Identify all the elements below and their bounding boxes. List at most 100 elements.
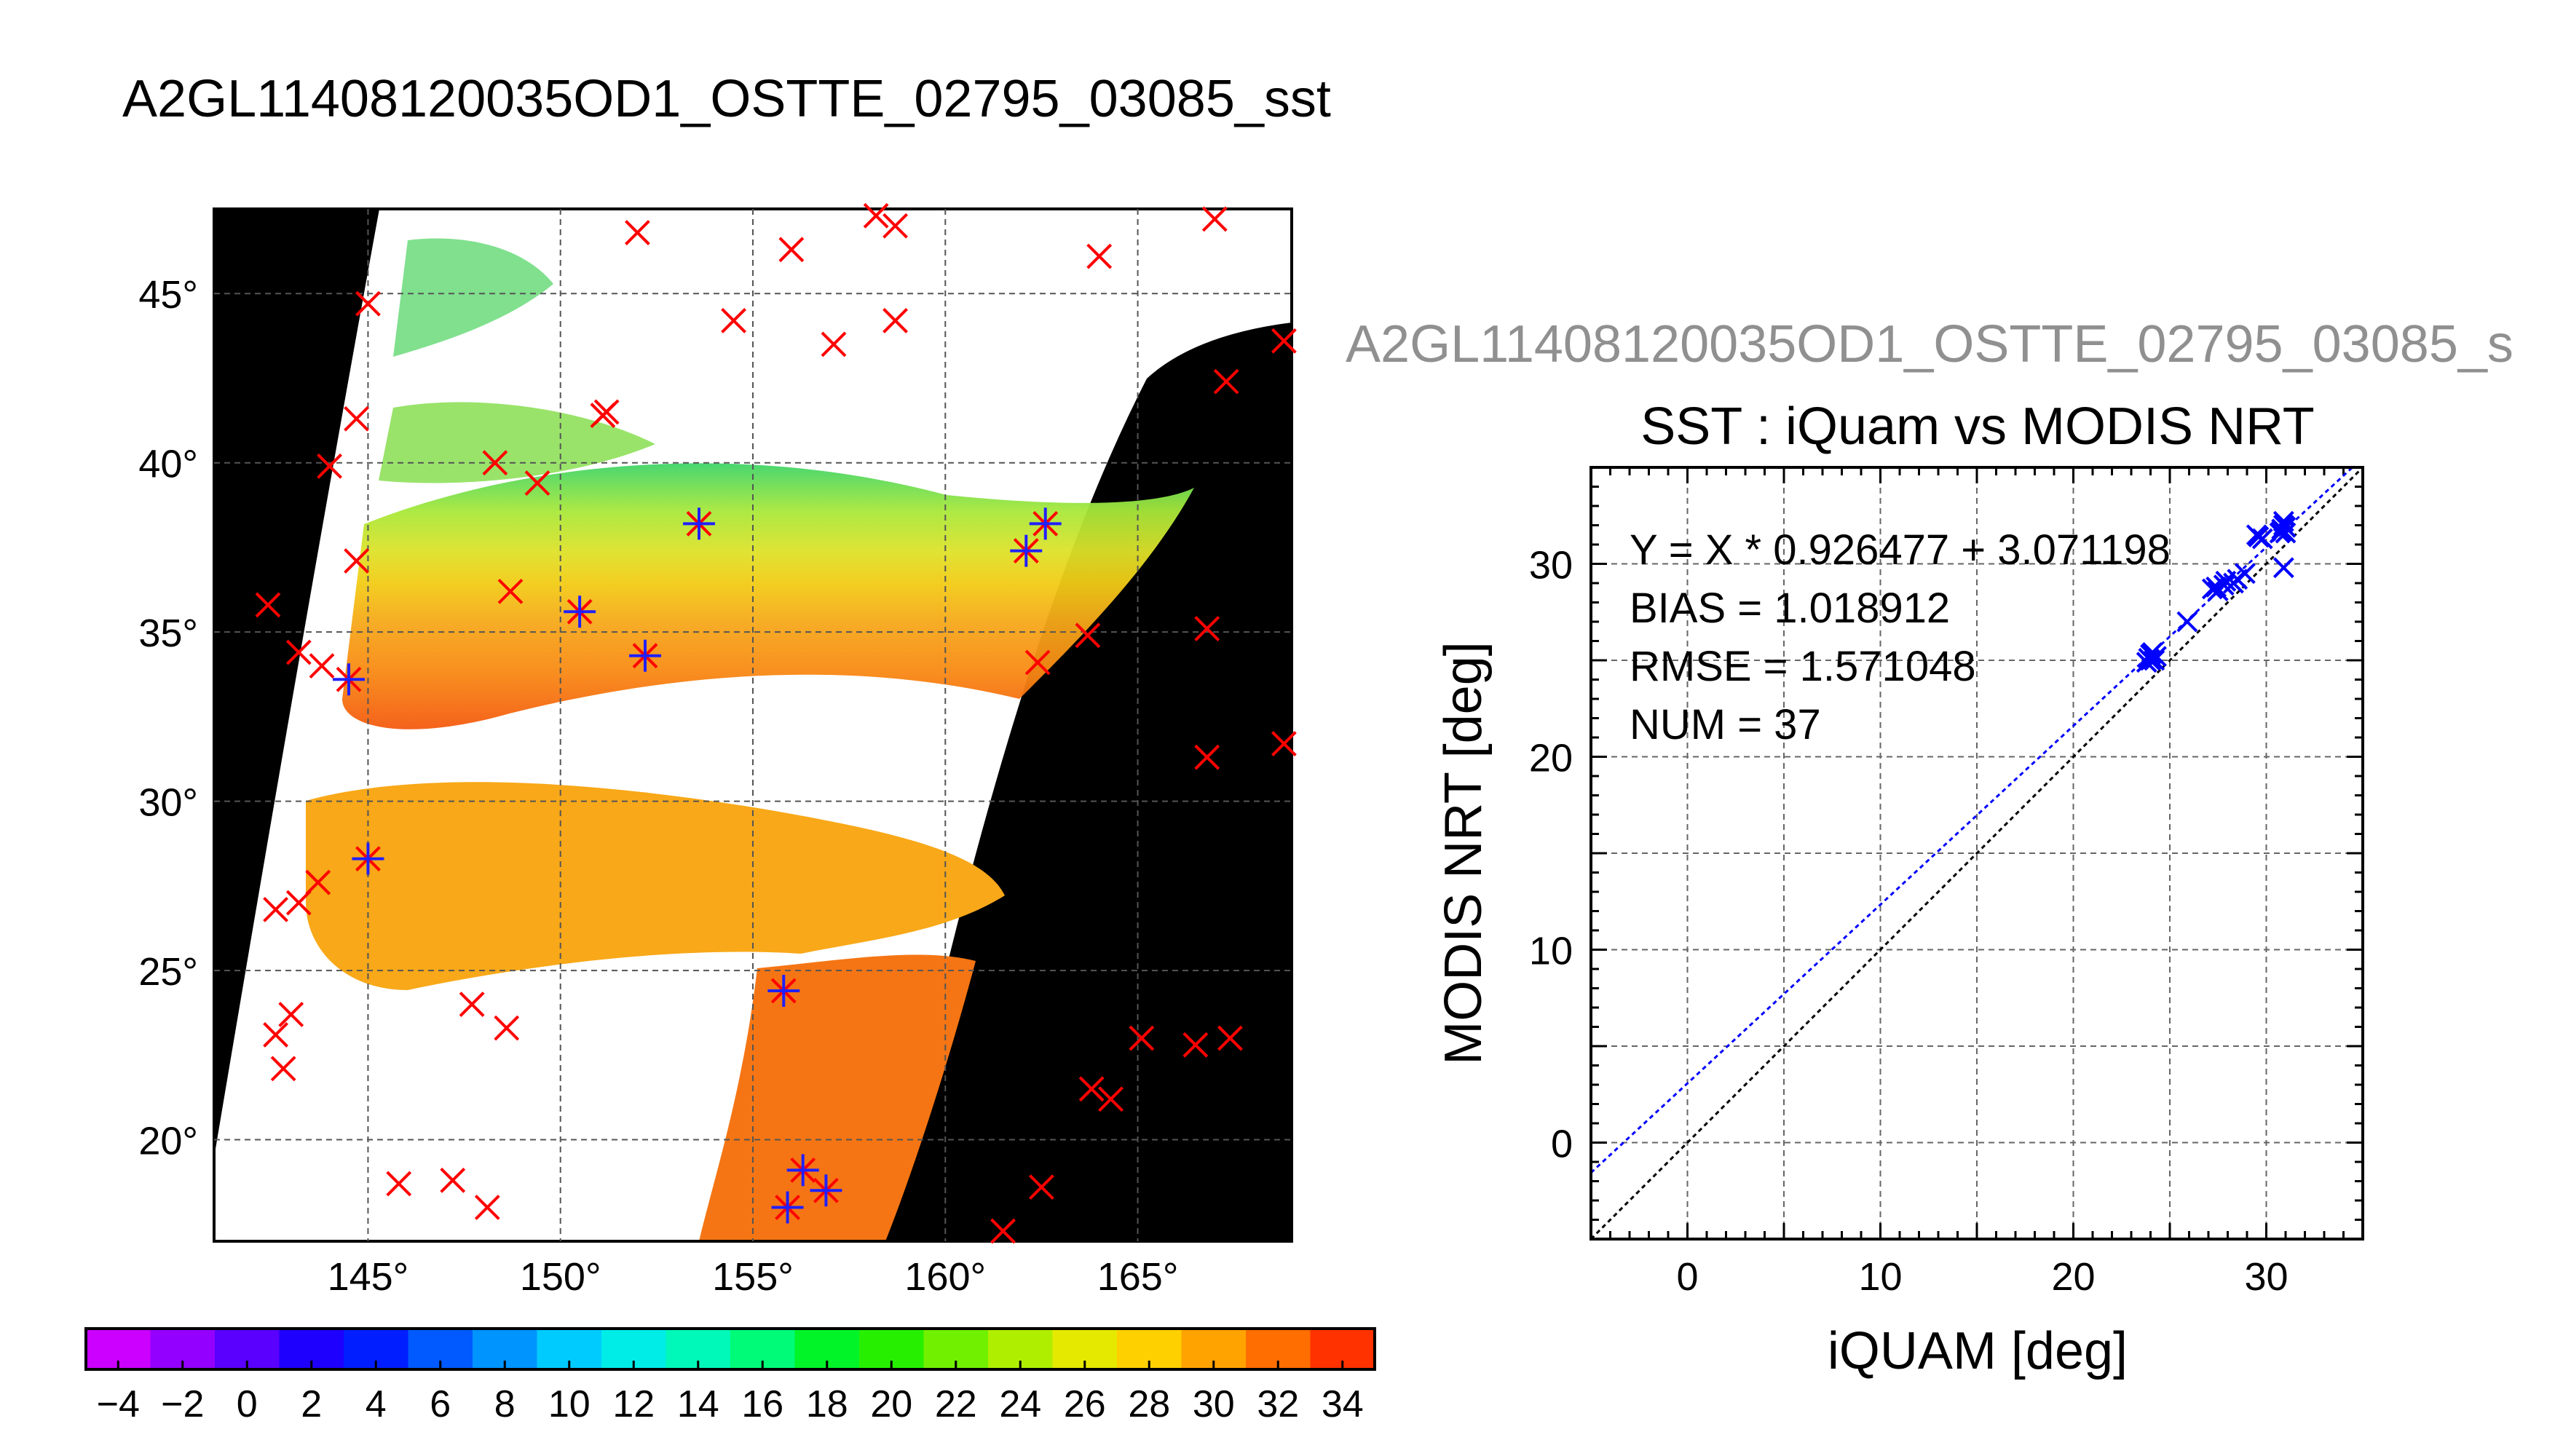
map-marker-buoy [497,578,524,604]
scatter-point [2272,557,2294,579]
map-marker-buoy [270,1056,296,1082]
map-lat-tick-label: 25° [138,950,198,994]
sst-patch-north [342,463,1194,729]
scatter-points [2136,510,2297,673]
map-marker-buoy [524,470,550,496]
map-marker-buoy [459,992,485,1017]
colorbar-tick-label: 30 [1193,1383,1235,1425]
sst-patch-northwest [393,238,553,357]
map-marker-buoy [355,290,381,317]
map-marker-buoy [1194,616,1220,641]
colorbar-tick-labels: −4 −2 0 2 4 6 8 10 12 14 16 18 20 22 24 26 28 30 32 34 [97,1361,1364,1425]
map-marker-buoy [344,548,369,574]
colorbar-frame [84,1327,1376,1371]
map-marker-buoy [1271,731,1297,756]
stats-annotation: Y = X * 0.926477 + 3.071198 BIAS = 1.018… [1630,526,2171,748]
map-marker-matched [333,663,365,696]
sst-patch-south [699,954,976,1241]
map-marker-buoy [1201,206,1228,232]
colorbar-tick-label: 32 [1257,1383,1299,1425]
y-axis-label: MODIS NRT [deg] [1434,641,1493,1065]
map-marker-buoy [263,896,288,922]
scatter-point [2275,516,2297,538]
map-marker-buoy [482,450,508,476]
map-marker-buoy [1129,1025,1155,1051]
scatter-xtick-label: 10 [1858,1255,1902,1299]
colorbar-tick-label: 24 [999,1383,1041,1425]
map-marker-matched [1029,507,1062,540]
colorbar-tick-label: 18 [806,1383,848,1425]
stats-rmse: RMSE = 1.571048 [1630,643,1976,690]
map-marker-matched [629,639,661,672]
map-marker-buoy [1098,1086,1124,1112]
map-marker-buoy [1086,243,1113,269]
map-marker-matched [564,596,596,628]
map-marker-buoy [440,1167,466,1193]
map-marker-buoy [278,1002,304,1027]
colorbar-tick-label: −4 [97,1383,140,1425]
map-markers [255,202,1297,1244]
map-lon-tick-label: 165° [1097,1255,1179,1299]
map-marker-matched [767,974,800,1007]
colorbar-tick-label: 20 [870,1383,912,1425]
map-marker-matched [683,507,715,540]
map-marker-buoy [1075,622,1101,649]
map-tick-labels: 145° 150° 155° 160° 165° 20° 25° 30° 35° 40° 45° [138,273,1178,1299]
map-marker-buoy [344,405,369,432]
map-lon-tick-label: 160° [904,1255,986,1299]
colorbar-tick-label: 12 [612,1383,655,1425]
colorbar-tick-label: 2 [301,1383,322,1425]
sst-patch-middle [306,782,1005,990]
stats-equation: Y = X * 0.926477 + 3.071198 [1630,526,2171,574]
map-lat-tick-label: 45° [138,273,198,317]
scatter-ytick-label: 10 [1529,930,1573,973]
scatter-gridlines [1591,467,2363,1239]
map-marker-buoy [1213,368,1239,395]
scatter-title: SST : iQuam vs MODIS NRT [1640,397,2315,456]
colorbar-tick-label: 26 [1064,1383,1106,1425]
scatter-point [2140,649,2161,671]
scatter-panel: A2GL11408120035OD1_OSTTE_02795_03085_s S… [1346,315,2513,1380]
map-marker-buoy [1078,1076,1105,1102]
map-gridlines [214,209,1292,1241]
map-marker-buoy [1182,1032,1209,1058]
scatter-ytick-label: 20 [1529,737,1573,780]
colorbar-tick-label: 14 [677,1383,719,1425]
map-marker-buoy [821,331,847,357]
map-marker-buoy [1217,1025,1243,1051]
map-marker-buoy [309,653,335,679]
map-marker-buoy [317,453,342,479]
scatter-point [2223,572,2244,594]
map-lon-tick-label: 150° [520,1255,601,1299]
colorbar-tick-label: 8 [494,1383,516,1425]
map-lat-tick-label: 40° [138,443,198,486]
scatter-point [2176,611,2198,633]
stats-num: NUM = 37 [1630,701,1821,748]
map-marker-buoy [882,308,908,333]
map-marker-buoy [721,308,746,333]
map-marker-buoy [474,1195,500,1220]
colorbar-tick-label: 6 [430,1383,451,1425]
map-marker-matched [771,1191,804,1224]
scatter-point [2205,576,2227,598]
scatter-subplot-header: A2GL11408120035OD1_OSTTE_02795_03085_s [1346,315,2513,373]
colorbar-tick-label: 22 [935,1383,977,1425]
map-marker-buoy [1029,1174,1054,1200]
map-marker-buoy [863,202,889,229]
map-lat-tick-label: 20° [138,1120,198,1163]
colorbar-tick-label: 10 [548,1383,591,1425]
colorbar-tick-label: 28 [1128,1383,1170,1425]
scatter-ytick-label: 30 [1529,544,1573,587]
colorbar: −4 −2 0 2 4 6 8 10 12 14 16 18 20 22 24 26 28 30 32 34 [84,1327,1376,1425]
colorbar-tick-label: 4 [366,1383,387,1425]
map-lat-tick-label: 35° [138,612,198,655]
map-marker-buoy [305,869,331,895]
map-marker-buoy [285,639,312,665]
map-lat-tick-label: 30° [138,781,198,825]
scatter-point [2248,526,2270,547]
map-marker-buoy [778,237,805,263]
colorbar-tick-label: −2 [161,1383,204,1425]
scatter-frame [1590,466,2364,1241]
map-lon-tick-label: 145° [328,1255,409,1299]
